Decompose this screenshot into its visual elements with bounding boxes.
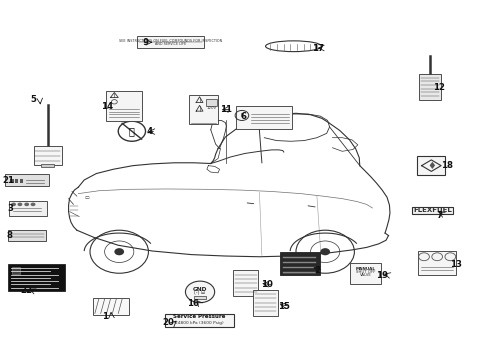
Text: 24800 kPa (3600 Psig): 24800 kPa (3600 Psig) xyxy=(175,321,224,325)
FancyBboxPatch shape xyxy=(93,298,129,315)
FancyBboxPatch shape xyxy=(416,156,445,175)
Text: 15: 15 xyxy=(277,302,289,311)
Text: 2: 2 xyxy=(313,266,319,275)
Bar xyxy=(20,179,23,183)
FancyBboxPatch shape xyxy=(411,207,452,215)
Text: 20: 20 xyxy=(162,318,174,327)
FancyBboxPatch shape xyxy=(206,99,217,106)
Text: MANUAL: MANUAL xyxy=(355,267,375,271)
Bar xyxy=(15,179,19,183)
FancyBboxPatch shape xyxy=(8,230,45,241)
Text: SEE INSTRUCTIONS ON FUEL COMPOUNDS FOR INSPECTION: SEE INSTRUCTIONS ON FUEL COMPOUNDS FOR I… xyxy=(119,39,222,43)
Text: 3: 3 xyxy=(7,204,13,213)
Circle shape xyxy=(18,203,22,206)
Circle shape xyxy=(114,248,124,255)
FancyBboxPatch shape xyxy=(189,95,217,125)
FancyBboxPatch shape xyxy=(5,174,48,186)
Text: 9: 9 xyxy=(142,38,148,47)
FancyBboxPatch shape xyxy=(105,91,142,121)
Text: VALVE: VALVE xyxy=(359,273,371,278)
Text: 12: 12 xyxy=(432,83,444,92)
FancyBboxPatch shape xyxy=(137,36,204,48)
FancyBboxPatch shape xyxy=(233,270,258,296)
Text: AND SERVICE LIFE: AND SERVICE LIFE xyxy=(155,42,186,46)
Text: 22: 22 xyxy=(20,286,33,295)
Text: 7: 7 xyxy=(436,211,442,220)
FancyBboxPatch shape xyxy=(236,105,292,129)
FancyBboxPatch shape xyxy=(8,264,65,291)
Text: ▭: ▭ xyxy=(84,195,89,201)
FancyBboxPatch shape xyxy=(41,163,54,167)
Text: 1: 1 xyxy=(102,312,108,321)
Text: 🚫: 🚫 xyxy=(129,126,135,136)
Text: P: P xyxy=(240,113,243,118)
Text: 17: 17 xyxy=(311,44,323,53)
FancyBboxPatch shape xyxy=(349,263,381,284)
Text: 10: 10 xyxy=(261,280,273,289)
FancyBboxPatch shape xyxy=(417,251,455,275)
FancyBboxPatch shape xyxy=(12,267,20,274)
FancyBboxPatch shape xyxy=(418,74,440,100)
FancyBboxPatch shape xyxy=(279,252,319,275)
Text: FLEXFUEL: FLEXFUEL xyxy=(412,207,451,213)
Text: (-) ⊟: (-) ⊟ xyxy=(194,290,205,295)
Text: 13: 13 xyxy=(449,260,461,269)
Text: 6: 6 xyxy=(240,112,246,121)
Text: ♦: ♦ xyxy=(426,161,435,171)
Text: GND: GND xyxy=(192,287,207,292)
Text: 11: 11 xyxy=(220,105,232,114)
Circle shape xyxy=(24,203,29,206)
FancyBboxPatch shape xyxy=(165,315,233,327)
Text: 21: 21 xyxy=(2,176,14,185)
FancyBboxPatch shape xyxy=(9,201,47,216)
Text: Service Pressure: Service Pressure xyxy=(173,315,225,319)
Circle shape xyxy=(11,203,16,206)
Text: 4: 4 xyxy=(146,127,153,136)
Circle shape xyxy=(320,248,329,255)
Text: 18: 18 xyxy=(441,161,452,170)
FancyBboxPatch shape xyxy=(34,146,61,166)
Text: 8: 8 xyxy=(6,231,12,240)
Circle shape xyxy=(31,203,36,206)
Text: 14: 14 xyxy=(102,102,113,111)
Text: 19: 19 xyxy=(375,270,387,279)
FancyBboxPatch shape xyxy=(253,290,278,316)
Text: 16: 16 xyxy=(187,299,199,308)
Bar xyxy=(10,179,14,183)
Text: 120V: 120V xyxy=(206,106,216,110)
FancyBboxPatch shape xyxy=(194,296,205,300)
Circle shape xyxy=(185,281,214,303)
Text: 5: 5 xyxy=(31,95,37,104)
Text: SHUT OFF: SHUT OFF xyxy=(355,270,375,274)
